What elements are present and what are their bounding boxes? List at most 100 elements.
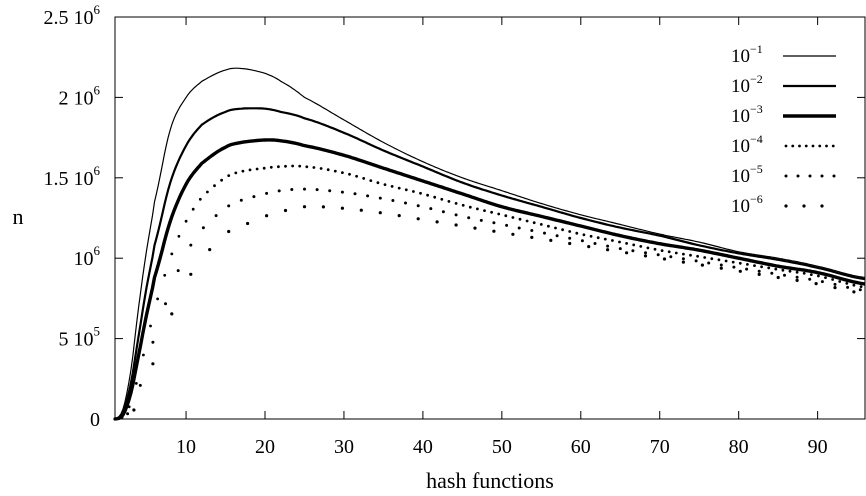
legend-label: 10−5 — [731, 162, 763, 187]
series-point — [547, 224, 550, 228]
series-point — [511, 232, 515, 236]
series-point — [341, 171, 344, 175]
series-point — [525, 219, 529, 223]
series-point — [682, 252, 685, 256]
series-point — [429, 207, 433, 211]
series-point — [163, 273, 167, 277]
series-point — [441, 210, 445, 214]
series-point — [689, 253, 692, 257]
series-point — [568, 230, 572, 233]
series-point — [549, 238, 553, 242]
x-tick-label: 90 — [808, 436, 828, 458]
series-point — [454, 223, 458, 227]
series-point — [328, 189, 332, 193]
series-point — [596, 236, 600, 240]
series-point — [631, 249, 635, 253]
series-point — [580, 239, 584, 243]
series-point — [852, 283, 856, 287]
series-point — [120, 415, 124, 419]
series-point — [618, 247, 622, 251]
series-point — [561, 228, 564, 232]
series-point — [214, 214, 218, 218]
series-point — [284, 164, 287, 168]
series-point — [639, 245, 643, 248]
series-point — [283, 208, 288, 213]
series-point — [809, 273, 813, 276]
series-point — [435, 220, 439, 224]
series-point — [440, 197, 444, 201]
legend-sample-dot — [784, 144, 788, 148]
series-point — [644, 251, 647, 255]
series-point — [606, 244, 610, 248]
series-point — [239, 198, 243, 202]
series-point — [303, 187, 306, 191]
legend-label: 10−4 — [731, 132, 763, 157]
series-point — [126, 412, 130, 416]
series-point — [646, 246, 650, 250]
x-axis-label: hash functions — [426, 468, 554, 493]
series-point — [554, 226, 557, 230]
series-point — [170, 252, 174, 256]
series-point — [852, 290, 856, 294]
series-point — [660, 249, 664, 253]
series-point — [783, 273, 786, 277]
legend-label: 10−6 — [731, 192, 763, 217]
legend-sample-dot — [832, 174, 836, 178]
legend-sample-dot — [796, 174, 800, 178]
legend-sample-dot — [820, 204, 824, 208]
series-point — [643, 254, 648, 258]
legend-sample-dot — [784, 174, 788, 178]
series-point — [838, 280, 842, 283]
y-tick-label: 2 106 — [59, 82, 101, 109]
series-point — [227, 174, 231, 178]
series-point — [265, 191, 269, 195]
y-tick-label: 2.5 106 — [44, 2, 101, 29]
series-point — [717, 258, 721, 262]
series-point — [290, 188, 294, 191]
series-point — [189, 243, 193, 247]
series-point — [568, 236, 572, 240]
series-point — [277, 189, 281, 193]
series-point — [757, 269, 761, 273]
series-point — [587, 245, 591, 249]
series-point — [476, 207, 479, 211]
series-point — [696, 254, 699, 258]
series-point — [246, 221, 250, 226]
series-point — [593, 242, 597, 245]
series-point — [206, 190, 209, 194]
series-point — [483, 209, 486, 213]
series-line-1 — [114, 67, 866, 420]
series-point — [201, 226, 205, 230]
series-point — [681, 260, 686, 264]
series-point — [795, 278, 799, 282]
series-point — [555, 234, 559, 238]
series-point — [738, 261, 742, 265]
series-point — [703, 256, 707, 259]
series-point — [808, 277, 812, 281]
x-tick-label: 50 — [492, 436, 512, 458]
series-point — [176, 269, 180, 273]
series-point — [575, 231, 579, 235]
series-point — [518, 217, 522, 221]
series-point — [490, 210, 493, 214]
series-point — [568, 241, 572, 246]
series-point — [412, 190, 415, 193]
series-point — [340, 190, 344, 194]
legend-sample-dot — [784, 204, 788, 208]
series-point — [833, 286, 837, 290]
series-point — [134, 382, 138, 385]
series-point — [543, 231, 546, 235]
series-point — [731, 260, 735, 264]
series-point — [291, 164, 294, 168]
x-tick-label: 20 — [255, 436, 275, 458]
series-point — [378, 196, 382, 200]
series-point — [467, 216, 471, 220]
series-point — [492, 221, 496, 225]
series-point — [511, 216, 515, 219]
series-point — [127, 405, 131, 409]
series-point — [817, 274, 820, 278]
series-point — [788, 269, 792, 273]
series-point — [625, 242, 628, 245]
y-tick-label: 0 — [90, 409, 100, 431]
y-tick-label: 5 105 — [59, 324, 101, 351]
